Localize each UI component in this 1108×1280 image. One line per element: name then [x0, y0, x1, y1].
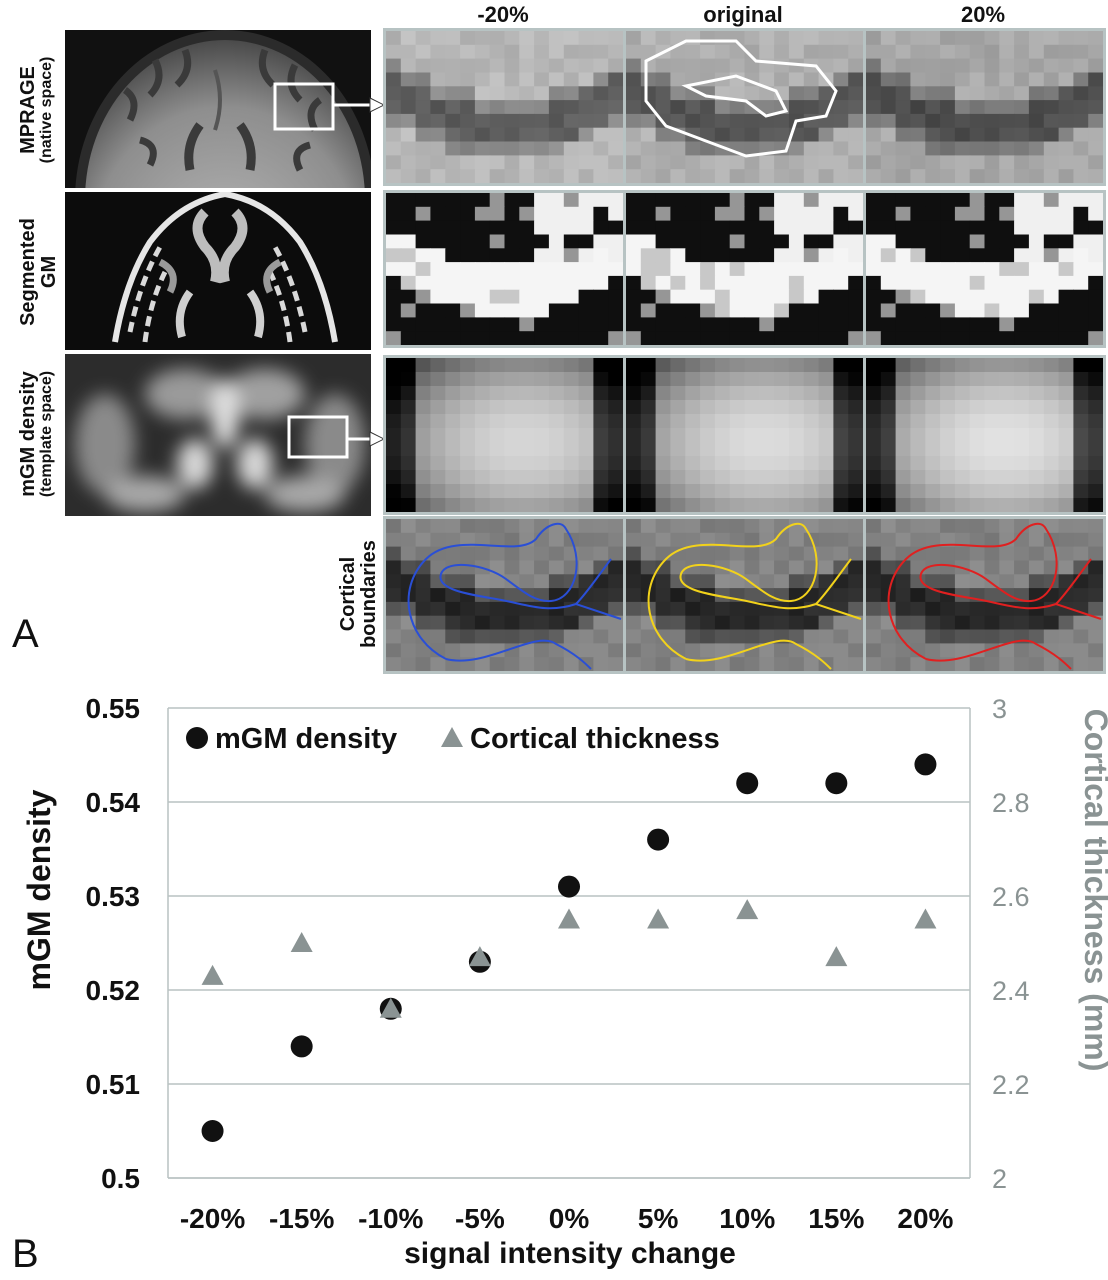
tile-segmented-original: [623, 190, 866, 348]
x-tick-label: 10%: [719, 1203, 775, 1234]
row-label-main: MPRAGE: [17, 66, 39, 154]
data-point-cortical-thickness: [825, 946, 848, 967]
y2-tick-label: 2: [992, 1164, 1007, 1194]
x-tick-label: -10%: [358, 1203, 423, 1234]
data-point-cortical-thickness: [558, 908, 580, 929]
y2-axis-label: Cortical thickness (mm): [1078, 709, 1108, 1072]
data-point-cortical-thickness: [379, 997, 402, 1018]
data-point-mgm-density: [201, 1120, 224, 1142]
y-tick-label: 0.5: [101, 1163, 140, 1194]
y2-tick-label: 2.6: [992, 882, 1030, 912]
column-header-original: original: [703, 2, 783, 27]
y2-tick-label: 3: [992, 694, 1007, 724]
cortical-boundary-line: [685, 639, 832, 670]
mgm-density-brain-image: [65, 354, 371, 516]
x-tick-label: -5%: [455, 1203, 505, 1234]
x-tick-label: 20%: [897, 1203, 953, 1234]
row-label-main: Segmented: [17, 218, 39, 326]
row-label-sub: (template space): [38, 370, 55, 498]
data-point-cortical-thickness: [647, 908, 670, 929]
y-tick-label: 0.51: [86, 1069, 141, 1100]
tile-mprage-plus20: [863, 28, 1106, 186]
tile-boundaries-minus20: [383, 516, 626, 674]
data-point-cortical-thickness: [468, 946, 491, 967]
legend-marker-mgm-density: [186, 727, 208, 749]
tile-density-original: [623, 355, 866, 515]
row-label-main: Cortical: [337, 556, 359, 632]
mprage-brain-image: [65, 30, 371, 188]
data-point-cortical-thickness: [201, 964, 224, 985]
cortical-boundary-line: [445, 639, 592, 670]
data-point-mgm-density: [914, 753, 937, 776]
tile-density-minus20: [383, 355, 626, 515]
row-label-sub: boundaries: [358, 540, 380, 648]
cortical-boundary-line: [887, 522, 1102, 660]
tile-segmented-minus20: [383, 190, 626, 348]
y-axis-label: mGM density: [21, 789, 57, 990]
roi-box-mgm: [287, 415, 349, 459]
row-label-cortical-boundaries: Cortical boundaries: [337, 514, 382, 674]
row-label-sub: (native space): [38, 56, 55, 164]
tile-boundaries-original: [623, 516, 866, 674]
arrow-icon: [346, 431, 386, 447]
data-point-mgm-density: [290, 1035, 313, 1058]
roi-outline: [644, 39, 838, 158]
column-header-plus20: 20%: [960, 2, 1006, 27]
tile-segmented-plus20: [863, 190, 1106, 348]
x-tick-label: -15%: [269, 1203, 334, 1234]
legend-marker-cortical-thickness: [441, 727, 463, 747]
y2-tick-label: 2.4: [992, 976, 1030, 1006]
cortical-boundary-line: [925, 639, 1072, 670]
y-tick-label: 0.53: [86, 881, 141, 912]
panel-letter-a: A: [12, 612, 39, 656]
row-label-mgm-density: mGM density (template space): [17, 354, 62, 514]
tile-mprage-minus20: [383, 28, 626, 186]
data-point-mgm-density: [647, 828, 670, 851]
data-point-mgm-density: [558, 875, 580, 898]
x-axis-label: signal intensity change: [404, 1237, 736, 1270]
data-point-cortical-thickness: [736, 899, 759, 920]
tile-boundaries-plus20: [863, 516, 1106, 674]
cortical-boundary-line: [407, 522, 622, 660]
scatter-chart: mGM density Cortical thickness (mm) sign…: [21, 693, 1108, 1270]
panel-letter-b: B: [12, 1232, 39, 1276]
segmented-gm-brain-image: [65, 192, 371, 350]
row-label-mprage: MPRAGE (native space): [17, 30, 62, 190]
row-label-segmented-gm: Segmented GM: [17, 192, 62, 352]
x-tick-label: 5%: [638, 1203, 679, 1234]
row-label-sub: GM: [38, 255, 60, 289]
y2-tick-label: 2.2: [992, 1070, 1030, 1100]
y2-tick-label: 2.8: [992, 788, 1030, 818]
y-tick-label: 0.55: [86, 693, 141, 724]
x-tick-label: 0%: [549, 1203, 590, 1234]
data-point-mgm-density: [825, 772, 848, 795]
cortical-boundary-line: [647, 522, 862, 660]
data-point-mgm-density: [736, 772, 759, 795]
column-header-minus20: -20%: [477, 2, 529, 27]
tile-mprage-original: [623, 28, 866, 186]
x-tick-label: -20%: [180, 1203, 245, 1234]
data-point-cortical-thickness: [290, 932, 313, 952]
tile-density-plus20: [863, 355, 1106, 515]
legend-label-cortical-thickness: Cortical thickness: [470, 723, 720, 755]
row-label-main: mGM density: [17, 371, 39, 497]
y-tick-label: 0.54: [86, 787, 141, 818]
legend-label-mgm-density: mGM density: [215, 723, 397, 755]
x-tick-label: 15%: [808, 1203, 864, 1234]
arrow-icon: [332, 97, 386, 113]
y-tick-label: 0.52: [86, 975, 141, 1006]
data-point-cortical-thickness: [914, 908, 937, 929]
